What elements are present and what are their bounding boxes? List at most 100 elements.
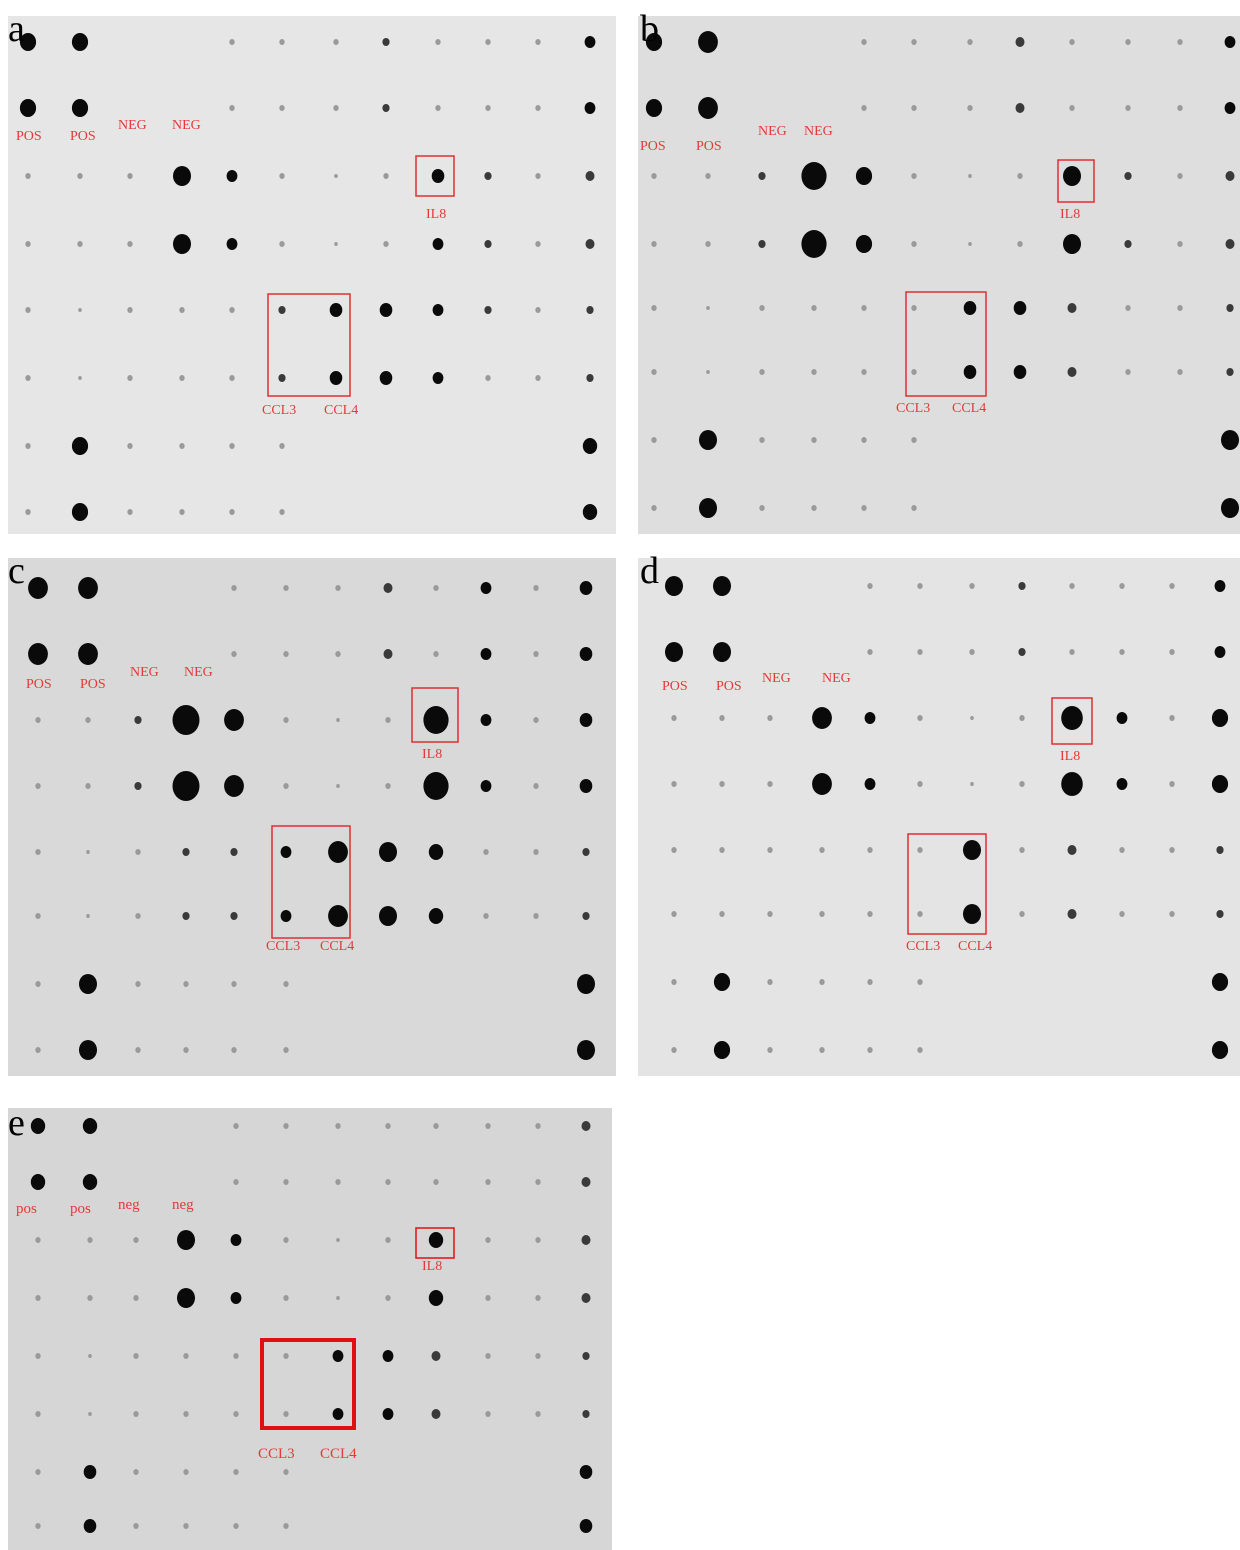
blot-spot bbox=[279, 509, 285, 515]
blot-spot bbox=[385, 783, 391, 789]
blot-spot bbox=[484, 306, 492, 314]
blot-spot bbox=[671, 847, 677, 853]
blot-spot bbox=[651, 173, 657, 179]
blot-spot bbox=[671, 781, 677, 787]
blot-spot bbox=[1169, 649, 1175, 655]
blot-spot bbox=[382, 1408, 394, 1420]
blot-spot bbox=[917, 979, 923, 985]
blot-spot bbox=[182, 848, 190, 856]
blot-spot bbox=[1019, 781, 1025, 787]
blot-spot bbox=[671, 911, 677, 917]
membrane-d: POS POS NEG NEG IL8 CCL3 CCL4 bbox=[638, 558, 1240, 1076]
blot-spot bbox=[283, 1469, 289, 1475]
blot-spot bbox=[385, 1179, 391, 1185]
blot-spot bbox=[577, 1040, 595, 1060]
blot-spot bbox=[584, 102, 596, 114]
blot-spot bbox=[336, 1238, 340, 1242]
blot-spot bbox=[385, 1295, 391, 1301]
blot-spot bbox=[233, 1411, 239, 1417]
blot-spot bbox=[867, 649, 873, 655]
blot-spot bbox=[283, 981, 289, 987]
blot-spot bbox=[917, 583, 923, 589]
blot-spot bbox=[83, 1465, 97, 1479]
blot-spot bbox=[855, 167, 873, 185]
il8-box bbox=[1057, 159, 1095, 203]
blot-spot bbox=[1013, 365, 1027, 379]
blot-spot bbox=[35, 1237, 41, 1243]
membrane-a: POS POS NEG NEG IL8 CCL3 CCL4 bbox=[8, 16, 616, 534]
membrane-background bbox=[8, 1108, 612, 1550]
blot-spot bbox=[383, 583, 393, 593]
blot-spot bbox=[127, 443, 133, 449]
blot-spot bbox=[183, 1523, 189, 1529]
blot-spot bbox=[917, 649, 923, 655]
blot-spot bbox=[383, 241, 389, 247]
blot-spot bbox=[183, 1353, 189, 1359]
blot-spot bbox=[335, 585, 341, 591]
blot-spot bbox=[917, 847, 923, 853]
blot-spot bbox=[911, 369, 917, 375]
blot-spot bbox=[759, 437, 765, 443]
ccl3-ccl4-box bbox=[260, 1338, 356, 1430]
blot-spot bbox=[25, 307, 31, 313]
blot-spot bbox=[283, 1179, 289, 1185]
membrane-e: pos pos neg neg IL8 CCL3 CCL4 bbox=[8, 1108, 612, 1550]
blot-spot bbox=[581, 1177, 591, 1187]
neg-label-2: NEG bbox=[822, 671, 851, 686]
blot-spot bbox=[173, 234, 191, 254]
blot-spot bbox=[665, 642, 683, 662]
blot-spot bbox=[279, 173, 285, 179]
blot-spot bbox=[177, 1288, 195, 1308]
il8-label: IL8 bbox=[1060, 207, 1080, 222]
blot-spot bbox=[533, 651, 539, 657]
ccl4-label: CCL4 bbox=[320, 1446, 357, 1462]
blot-spot bbox=[226, 238, 238, 250]
blot-spot bbox=[1177, 369, 1183, 375]
blot-spot bbox=[811, 369, 817, 375]
blot-spot bbox=[484, 172, 492, 180]
ccl4-label: CCL4 bbox=[958, 939, 992, 954]
blot-spot bbox=[433, 651, 439, 657]
blot-spot bbox=[177, 1230, 195, 1250]
blot-spot bbox=[1019, 911, 1025, 917]
pos-label-1: POS bbox=[662, 679, 688, 694]
panel-label-d: d bbox=[640, 550, 659, 592]
blot-spot bbox=[533, 913, 539, 919]
blot-spot bbox=[329, 303, 343, 317]
blot-spot bbox=[861, 437, 867, 443]
blot-spot bbox=[283, 783, 289, 789]
blot-spot bbox=[336, 1296, 340, 1300]
blot-spot bbox=[1125, 39, 1131, 45]
ccl3-label: CCL3 bbox=[266, 939, 300, 954]
blot-spot bbox=[77, 173, 83, 179]
blot-spot bbox=[485, 1411, 491, 1417]
blot-spot bbox=[970, 716, 974, 720]
blot-spot bbox=[713, 642, 731, 662]
neg-label-2: neg bbox=[172, 1197, 194, 1213]
blot-spot bbox=[423, 772, 449, 800]
blot-spot bbox=[230, 1234, 242, 1246]
blot-spot bbox=[535, 105, 541, 111]
blot-spot bbox=[35, 783, 41, 789]
blot-spot bbox=[87, 1237, 93, 1243]
blot-spot bbox=[819, 979, 825, 985]
blot-spot bbox=[78, 643, 98, 665]
blot-spot bbox=[35, 1469, 41, 1475]
blot-spot bbox=[713, 973, 731, 991]
blot-spot bbox=[25, 173, 31, 179]
blot-spot bbox=[1013, 301, 1027, 315]
ccl4-label: CCL4 bbox=[320, 939, 354, 954]
blot-spot bbox=[533, 585, 539, 591]
blot-spot bbox=[759, 305, 765, 311]
neg-label-2: NEG bbox=[184, 665, 213, 680]
blot-spot bbox=[280, 846, 292, 858]
blot-spot bbox=[970, 782, 974, 786]
blot-spot bbox=[535, 1179, 541, 1185]
blot-spot bbox=[382, 1350, 394, 1362]
blot-spot bbox=[861, 39, 867, 45]
blot-spot bbox=[480, 714, 492, 726]
blot-spot bbox=[134, 782, 142, 790]
blot-spot bbox=[811, 437, 817, 443]
blot-spot bbox=[432, 238, 444, 250]
pos-label-2: POS bbox=[70, 129, 96, 144]
